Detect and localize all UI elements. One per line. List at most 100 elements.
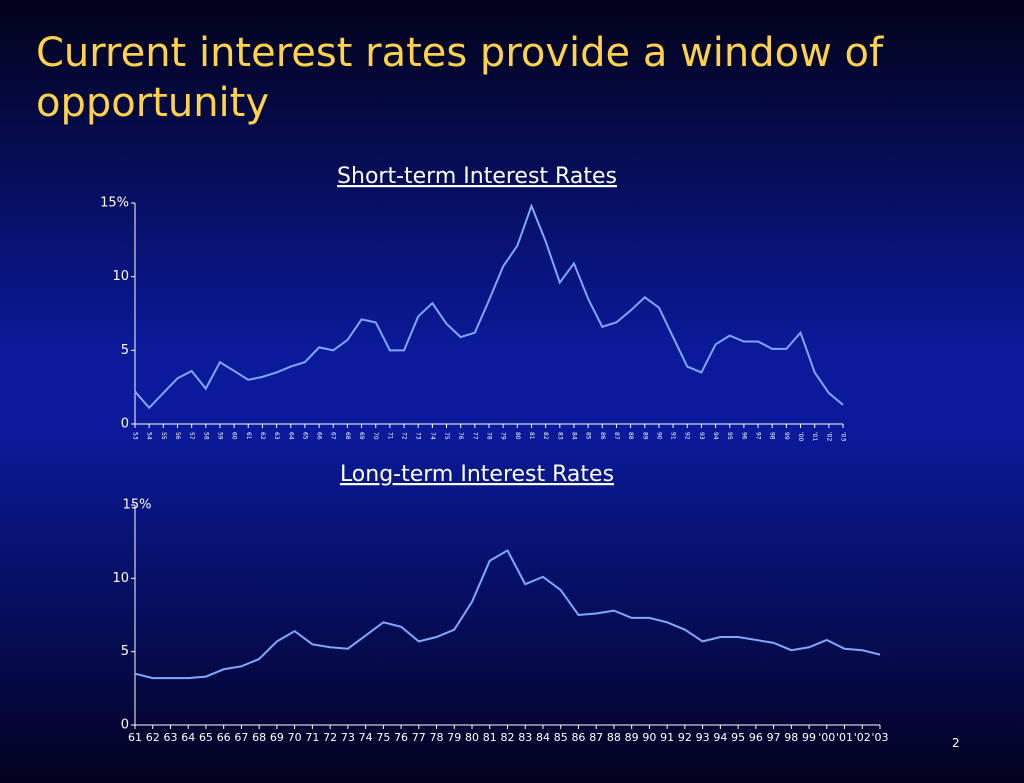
x-tick-label: 56: [174, 432, 181, 440]
x-tick-label: 79: [500, 432, 507, 440]
x-tick-label: 74: [429, 432, 436, 440]
x-tick-label: 91: [670, 432, 677, 440]
x-tick-label: '02: [825, 432, 832, 441]
x-tick-label: 66: [217, 731, 231, 744]
x-tick-label: 63: [273, 432, 280, 440]
x-tick-label: 60: [231, 432, 238, 440]
slide-title: Current interest rates provide a window …: [36, 30, 884, 126]
x-tick-label: 82: [542, 432, 549, 440]
x-tick-label: 76: [394, 731, 408, 744]
x-tick-label: 87: [613, 432, 620, 440]
x-tick-label: 69: [270, 731, 284, 744]
x-tick-label: 95: [731, 731, 745, 744]
x-tick-label: 63: [163, 731, 177, 744]
x-tick-label: 65: [301, 432, 308, 440]
x-tick-label: 92: [684, 432, 691, 440]
page-number: 2: [952, 736, 960, 750]
x-tick-label: 81: [528, 432, 535, 440]
x-tick-label: '00: [797, 432, 804, 441]
x-tick-label: 62: [259, 432, 266, 440]
x-tick-label: 87: [589, 731, 603, 744]
y-tick-label: 5: [121, 343, 129, 358]
x-tick-label: 75: [376, 731, 390, 744]
x-tick-label: 89: [641, 432, 648, 440]
y-tick-label: 10: [112, 571, 129, 586]
x-tick-label: 78: [430, 731, 444, 744]
x-tick-label: 96: [740, 432, 747, 440]
x-tick-label: 84: [570, 432, 577, 440]
x-tick-label: 88: [627, 432, 634, 440]
x-tick-label: 64: [287, 432, 294, 440]
x-tick-label: 74: [359, 731, 373, 744]
x-tick-label: 67: [234, 731, 248, 744]
x-tick-label: 99: [802, 731, 816, 744]
x-tick-label: 62: [146, 731, 160, 744]
x-tick-label: 58: [202, 432, 209, 440]
x-tick-label: 57: [188, 432, 195, 440]
x-tick-label: 86: [571, 731, 585, 744]
x-tick-label: 78: [486, 432, 493, 440]
y-tick-label: 15%: [123, 498, 152, 513]
x-tick-label: 79: [447, 731, 461, 744]
x-tick-label: 85: [554, 731, 568, 744]
x-tick-label: 97: [755, 432, 762, 440]
x-tick-label: 64: [181, 731, 195, 744]
x-tick-label: 65: [199, 731, 213, 744]
x-tick-label: 72: [323, 731, 337, 744]
x-tick-label: 95: [726, 432, 733, 440]
x-tick-label: 73: [415, 432, 422, 440]
x-tick-label: 72: [401, 432, 408, 440]
x-tick-label: 70: [288, 731, 302, 744]
x-tick-label: 89: [625, 731, 639, 744]
y-tick-label: 10: [112, 269, 129, 284]
x-tick-label: 69: [358, 432, 365, 440]
x-tick-label: 94: [713, 731, 727, 744]
x-tick-label: 98: [769, 432, 776, 440]
y-tick-label: 15%: [100, 196, 129, 211]
x-tick-label: '03: [871, 731, 888, 744]
x-tick-label: 93: [696, 731, 710, 744]
x-tick-label: 66: [316, 432, 323, 440]
x-tick-label: '01: [836, 731, 853, 744]
x-tick-label: '00: [818, 731, 835, 744]
x-tick-label: 99: [783, 432, 790, 440]
x-tick-label: 71: [386, 432, 393, 440]
rate-line: [134, 549, 881, 680]
x-tick-label: 98: [784, 731, 798, 744]
x-tick-label: 82: [501, 731, 515, 744]
x-tick-label: 93: [698, 432, 705, 440]
x-tick-label: 96: [749, 731, 763, 744]
x-tick-label: 70: [372, 432, 379, 440]
x-tick-label: '02: [854, 731, 871, 744]
x-tick-label: 77: [412, 731, 426, 744]
x-tick-label: 71: [305, 731, 319, 744]
x-tick-label: '03: [840, 432, 847, 441]
x-tick-label: 68: [344, 432, 351, 440]
x-tick-label: 90: [642, 731, 656, 744]
x-tick-label: 80: [514, 432, 521, 440]
y-tick-label: 0: [121, 417, 129, 432]
x-tick-label: 68: [252, 731, 266, 744]
x-tick-label: 88: [607, 731, 621, 744]
chart-title: Long-term Interest Rates: [340, 462, 614, 487]
x-tick-label: 76: [457, 432, 464, 440]
x-tick-label: 94: [712, 432, 719, 440]
x-tick-label: 75: [443, 432, 450, 440]
x-tick-label: 80: [465, 731, 479, 744]
x-tick-label: 83: [556, 432, 563, 440]
x-tick-label: 53: [132, 432, 139, 440]
x-tick-label: 81: [483, 731, 497, 744]
x-tick-label: 59: [216, 432, 223, 440]
x-tick-label: 83: [518, 731, 532, 744]
x-tick-label: 84: [536, 731, 550, 744]
x-tick-label: 61: [128, 731, 142, 744]
x-tick-label: 73: [341, 731, 355, 744]
x-tick-label: 97: [767, 731, 781, 744]
x-tick-label: 55: [160, 432, 167, 440]
x-tick-label: 92: [678, 731, 692, 744]
x-tick-label: 67: [330, 432, 337, 440]
x-tick-label: 61: [245, 432, 252, 440]
x-tick-label: 85: [585, 432, 592, 440]
x-tick-label: 90: [655, 432, 662, 440]
